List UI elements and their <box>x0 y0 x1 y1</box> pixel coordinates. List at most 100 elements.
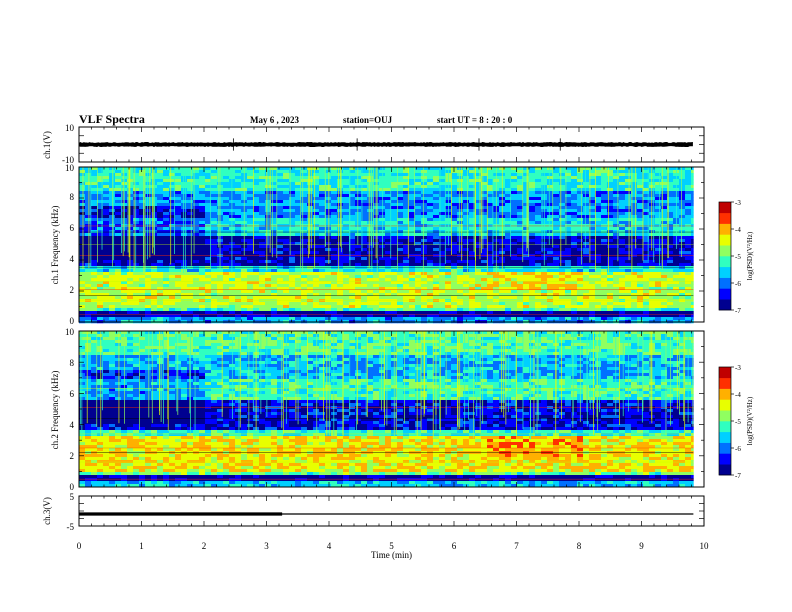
spectrogram-cell <box>361 263 368 267</box>
spectrogram-cell <box>79 188 86 192</box>
spectrogram-cell <box>427 248 434 252</box>
spectrogram-cell <box>151 269 158 273</box>
spectrogram-cell <box>529 257 536 261</box>
spectrogram-cell <box>85 191 92 195</box>
spectrogram-cell <box>481 212 488 216</box>
spectrogram-cell <box>427 170 434 174</box>
spectrogram-cell <box>289 299 296 303</box>
spectrogram-cell <box>535 233 542 237</box>
spectrogram-cell <box>157 275 164 279</box>
spectrogram-cell <box>373 308 380 312</box>
spectrogram-cell <box>79 194 86 198</box>
spectrogram-cell <box>139 287 146 291</box>
spectrogram-cell <box>451 218 458 222</box>
spectrogram-cell <box>457 272 464 276</box>
spectrogram-cell <box>577 179 584 183</box>
spectrogram-cell <box>385 245 392 249</box>
spectrogram-cell <box>115 248 122 252</box>
spectrogram-cell <box>211 251 218 255</box>
spectrogram-cell <box>331 188 338 192</box>
spectrogram-cell <box>199 188 206 192</box>
spectrogram-cell <box>565 293 572 297</box>
spectrogram-cell <box>565 179 572 183</box>
spectrogram-cell <box>517 191 524 195</box>
spectrogram-cell <box>205 302 212 306</box>
spectrogram-cell <box>145 299 152 303</box>
spectrogram-cell <box>403 167 410 171</box>
spectrogram-cell <box>391 251 398 255</box>
spectrogram-cell <box>325 245 332 249</box>
spectrogram-cell <box>457 281 464 285</box>
spectrogram-cell <box>427 212 434 216</box>
spectrogram-cell <box>295 173 302 177</box>
spectrogram-cell <box>193 176 200 180</box>
spectrogram-cell <box>511 233 518 237</box>
spectrogram-cell <box>337 191 344 195</box>
spectrogram-cell <box>157 227 164 231</box>
spectrogram-cell <box>595 179 602 183</box>
spectrogram-cell <box>307 200 314 204</box>
spectrogram-cell <box>601 275 608 279</box>
spectrogram-cell <box>517 281 524 285</box>
spectrogram-cell <box>199 167 206 171</box>
spectrogram-cell <box>145 302 152 306</box>
spectrogram-cell <box>481 215 488 219</box>
spectrogram-cell <box>91 272 98 276</box>
spectrogram-cell <box>271 290 278 294</box>
spectrogram-cell <box>631 173 638 177</box>
spectrogram-cell <box>85 185 92 189</box>
spectrogram-cell <box>259 242 266 246</box>
spectrogram-cell <box>133 275 140 279</box>
spectrogram-cell <box>133 209 140 213</box>
spectrogram-cell <box>121 260 128 264</box>
spectrogram-cell <box>379 269 386 273</box>
spectrogram-cell <box>463 227 470 231</box>
spectrogram-cell <box>607 257 614 261</box>
spectrogram-cell <box>235 239 242 243</box>
spectrogram-cell <box>619 272 626 276</box>
spectrogram-cell <box>595 290 602 294</box>
spectrogram-cell <box>571 302 578 306</box>
spectrogram-cell <box>547 281 554 285</box>
spectrogram-cell <box>373 281 380 285</box>
spectrogram-cell <box>175 179 182 183</box>
spectrogram-cell <box>325 317 332 321</box>
spectrogram-cell <box>199 248 206 252</box>
spectrogram-cell <box>175 296 182 300</box>
spectrogram-cell <box>193 212 200 216</box>
spectrogram-cell <box>163 302 170 306</box>
spectrogram-cell <box>301 218 308 222</box>
spectrogram-cell <box>79 242 86 246</box>
spectrogram-cell <box>613 272 620 276</box>
spectrogram-cell <box>325 212 332 216</box>
spectrogram-cell <box>181 185 188 189</box>
spectrogram-cell <box>565 242 572 246</box>
spectrogram-cell <box>613 245 620 249</box>
spectrogram-cell <box>385 242 392 246</box>
spectrogram-cell <box>493 317 500 321</box>
spectrogram-cell <box>427 281 434 285</box>
spectrogram-cell <box>619 206 626 210</box>
spectrogram-cell <box>199 251 206 255</box>
spectrogram-cell <box>295 167 302 171</box>
spectrogram-cell <box>367 284 374 288</box>
spectrogram-cell <box>259 317 266 321</box>
spectrogram-cell <box>571 221 578 225</box>
spectrogram-cell <box>259 215 266 219</box>
spectrogram-cell <box>259 269 266 273</box>
spectrogram-cell <box>433 311 440 315</box>
spectrogram-cell <box>535 296 542 300</box>
spectrogram-cell <box>331 251 338 255</box>
spectrogram-cell <box>331 260 338 264</box>
spectrogram-cell <box>175 305 182 309</box>
spectrogram-cell <box>433 314 440 318</box>
spectrogram-cell <box>91 239 98 243</box>
spectrogram-cell <box>385 179 392 183</box>
spectrogram-cell <box>337 287 344 291</box>
spectrogram-cell <box>487 230 494 234</box>
spectrogram-cell <box>205 305 212 309</box>
spectrogram-cell <box>121 275 128 279</box>
spectrogram-cell <box>451 257 458 261</box>
spectrogram-cell <box>613 287 620 291</box>
spectrogram-cell <box>151 257 158 261</box>
